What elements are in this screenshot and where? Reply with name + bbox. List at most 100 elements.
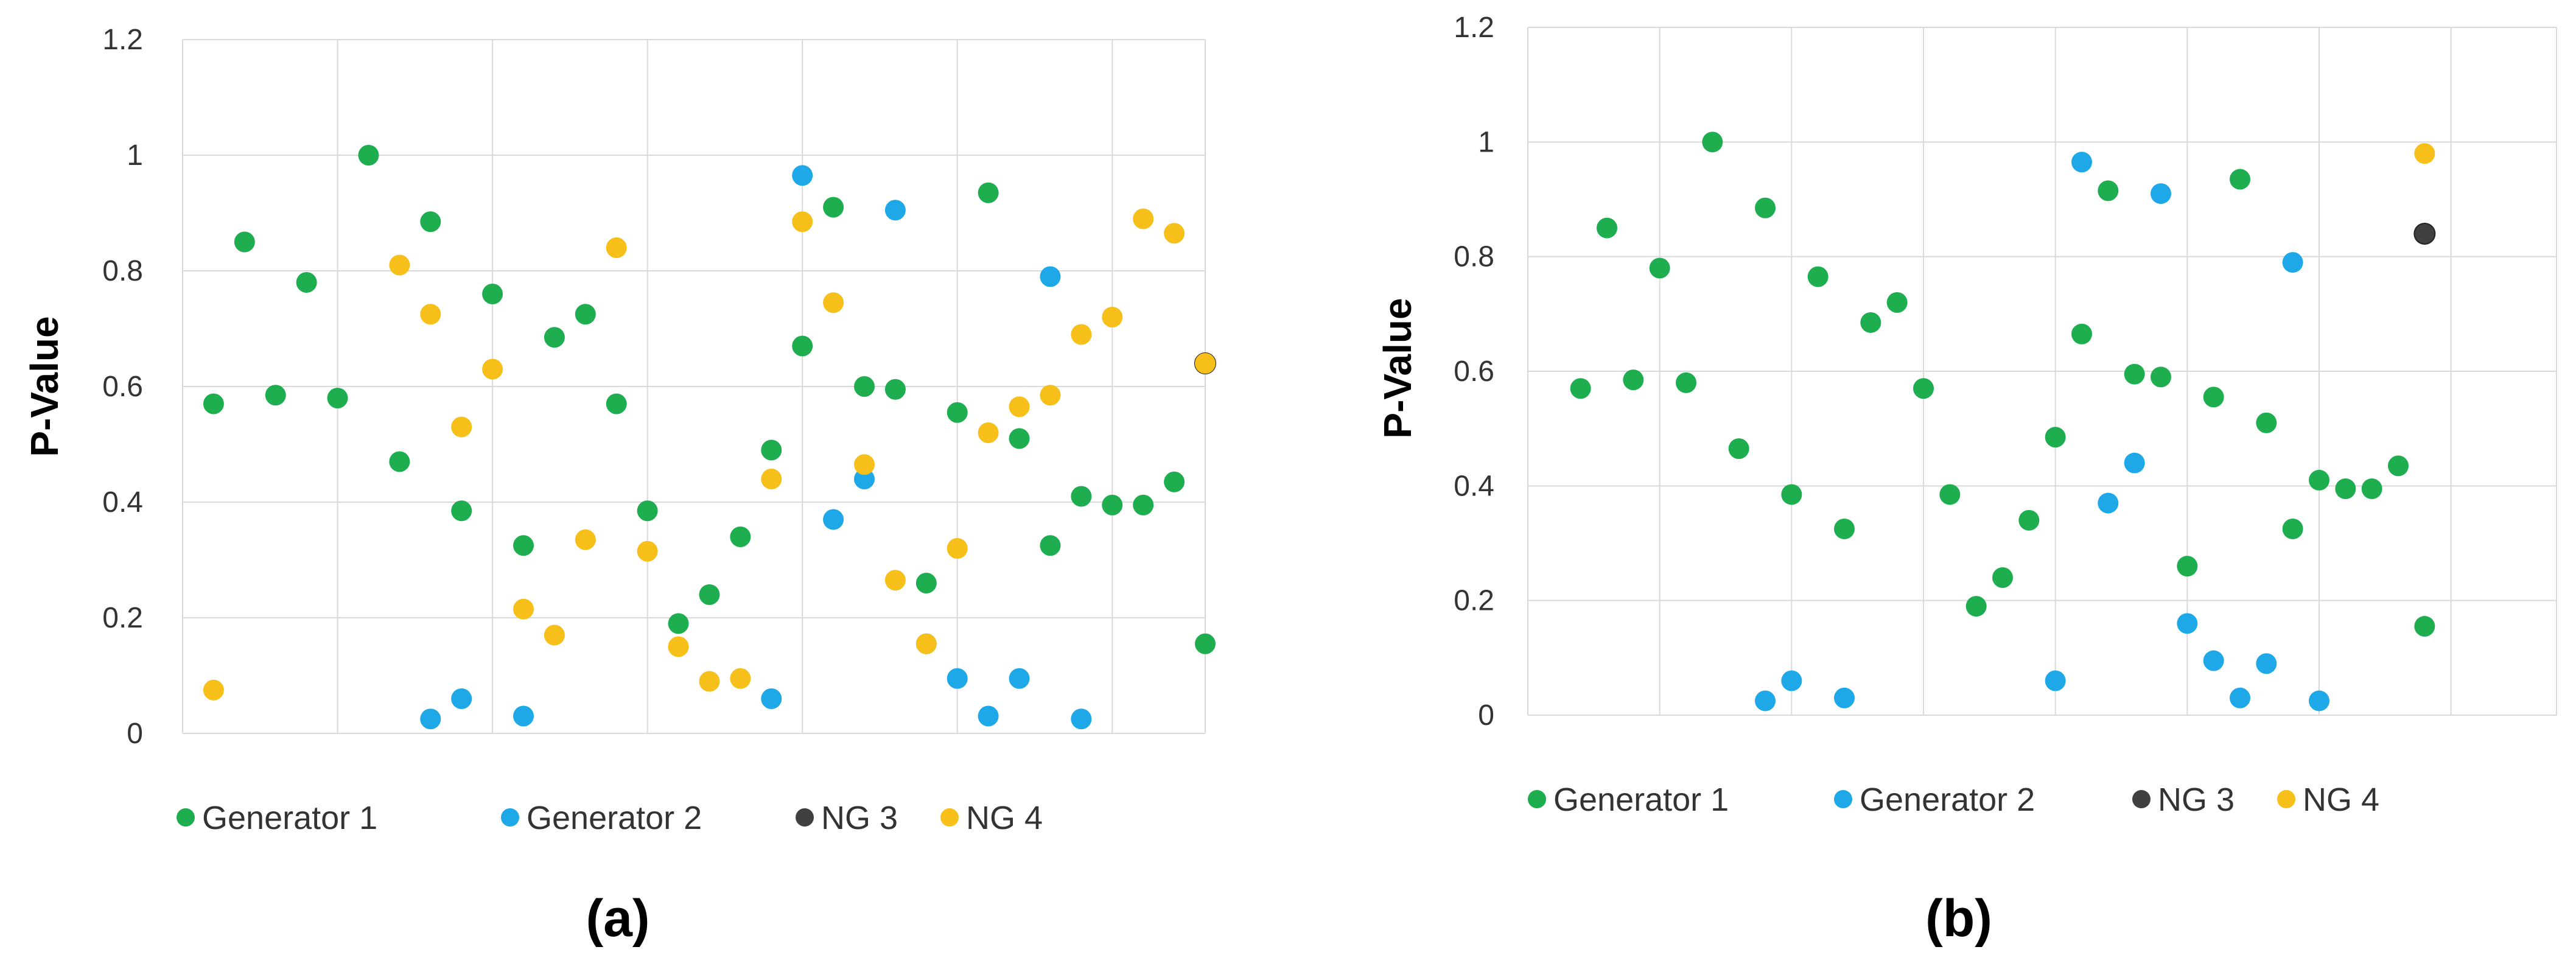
point-generator-1	[2414, 616, 2435, 637]
point-generator-2	[2282, 252, 2303, 273]
point-generator-1	[1781, 484, 1802, 505]
legend-label-generator-2-b: Generator 2	[1860, 781, 2035, 818]
point-generator-2	[1071, 708, 1092, 730]
point-generator-1	[947, 402, 968, 423]
scatter-points-b	[1570, 131, 2436, 712]
point-generator-1	[1040, 535, 1061, 556]
point-generator-2	[420, 708, 441, 730]
point-generator-1	[2335, 478, 2356, 500]
point-generator-1	[915, 573, 937, 593]
point-generator-1	[2230, 169, 2250, 190]
point-ng-4	[915, 633, 937, 654]
point-ng-4	[1164, 223, 1185, 244]
chart-panel-b: 0 0.2 0.4 0.6 0.8 1 1.2 P-Value Generator 1 Ge…	[1376, 12, 2557, 948]
point-ng-4	[2414, 143, 2435, 164]
point-generator-1	[544, 327, 565, 348]
point-generator-1	[265, 385, 286, 406]
point-generator-1	[2361, 478, 2382, 500]
point-ng-4	[513, 598, 534, 620]
legend-marker-ng-4-b	[2277, 790, 2295, 808]
point-generator-2	[513, 705, 534, 727]
point-generator-2	[761, 688, 782, 709]
gridlines-a	[182, 39, 1206, 734]
point-ng-4	[420, 304, 441, 325]
point-generator-2	[823, 509, 844, 530]
scatter-points-a	[203, 145, 1216, 730]
y-tick-label: 0.6	[102, 371, 143, 403]
y-tick-labels-b: 0 0.2 0.4 0.6 0.8 1 1.2	[1454, 12, 1494, 732]
point-generator-2	[2098, 492, 2119, 514]
point-generator-2	[1781, 670, 1802, 691]
panel-label-a: (a)	[586, 889, 649, 948]
y-tick-label: 1.2	[1454, 12, 1494, 44]
legend-label-ng-4-b: NG 4	[2303, 781, 2379, 818]
y-tick-label: 0	[127, 718, 143, 750]
point-generator-2	[2045, 670, 2066, 691]
point-generator-1	[1886, 292, 1908, 313]
point-generator-1	[2018, 509, 2040, 531]
legend-marker-generator-1-a	[177, 808, 195, 827]
point-ng-4	[1071, 324, 1092, 345]
point-generator-1	[823, 197, 844, 218]
y-tick-label: 0.8	[1454, 241, 1494, 273]
point-generator-1	[1992, 567, 2013, 588]
legend-label-generator-1-a: Generator 1	[202, 800, 377, 836]
point-generator-1	[513, 535, 534, 556]
point-generator-1	[1009, 428, 1030, 449]
point-ng-4	[482, 358, 503, 380]
legend-marker-ng-3-b	[2132, 790, 2151, 808]
point-generator-1	[1728, 438, 1749, 460]
point-ng-4	[203, 679, 224, 701]
y-tick-label: 1	[127, 139, 143, 172]
point-ng-4	[1009, 396, 1030, 418]
point-generator-1	[358, 145, 379, 166]
point-generator-1	[451, 500, 472, 522]
legend-a: Generator 1 Generator 2 NG 3 NG 4	[177, 800, 1043, 836]
point-generator-1	[234, 231, 255, 253]
point-generator-1	[1570, 378, 1591, 399]
point-generator-2	[2309, 690, 2329, 712]
y-tick-label: 0.2	[1454, 585, 1494, 617]
point-generator-1	[1649, 257, 1670, 279]
point-ng-4	[792, 211, 813, 233]
point-generator-2	[1040, 266, 1061, 287]
point-generator-1	[2151, 366, 2171, 388]
point-generator-2	[1009, 668, 1030, 689]
point-ng-4	[1133, 208, 1154, 229]
point-generator-1	[1755, 197, 1776, 219]
y-axis-label-a: P-Value	[23, 316, 66, 456]
point-generator-2	[1834, 687, 1855, 708]
legend-marker-ng-4-a	[940, 808, 959, 827]
point-generator-1	[1965, 596, 1987, 617]
legend-label-ng-3-b: NG 3	[2158, 781, 2235, 818]
point-ng-4	[575, 529, 596, 550]
point-generator-1	[1071, 486, 1092, 507]
point-generator-2	[2071, 152, 2092, 173]
legend-label-generator-2-a: Generator 2	[527, 800, 702, 836]
point-generator-1	[1807, 266, 1829, 287]
legend-marker-generator-2-a	[501, 808, 519, 827]
point-generator-1	[1164, 471, 1185, 492]
point-generator-1	[1133, 494, 1154, 516]
y-tick-labels-a: 0 0.2 0.4 0.6 0.8 1 1.2	[102, 24, 143, 750]
legend-label-generator-1-b: Generator 1	[1553, 781, 1729, 818]
legend-marker-generator-2-b	[1834, 790, 1852, 808]
y-tick-label: 0.8	[102, 255, 143, 287]
point-generator-2	[2124, 452, 2145, 474]
point-ng-3	[2413, 223, 2436, 245]
legend-b: Generator 1 Generator 2 NG 3 NG 4	[1528, 781, 2379, 818]
point-generator-2	[2256, 653, 2277, 674]
point-generator-1	[2256, 412, 2277, 433]
point-generator-1	[792, 335, 813, 357]
point-generator-1	[2309, 469, 2329, 491]
point-generator-2	[884, 200, 906, 221]
y-tick-label: 0	[1478, 699, 1494, 732]
point-generator-1	[2045, 427, 2066, 448]
point-generator-1	[2177, 556, 2198, 577]
point-generator-1	[2388, 455, 2409, 477]
y-tick-label: 1	[1478, 126, 1494, 158]
point-generator-1	[730, 526, 751, 547]
point-generator-1	[761, 439, 782, 461]
panel-label-b: (b)	[1925, 889, 1992, 948]
